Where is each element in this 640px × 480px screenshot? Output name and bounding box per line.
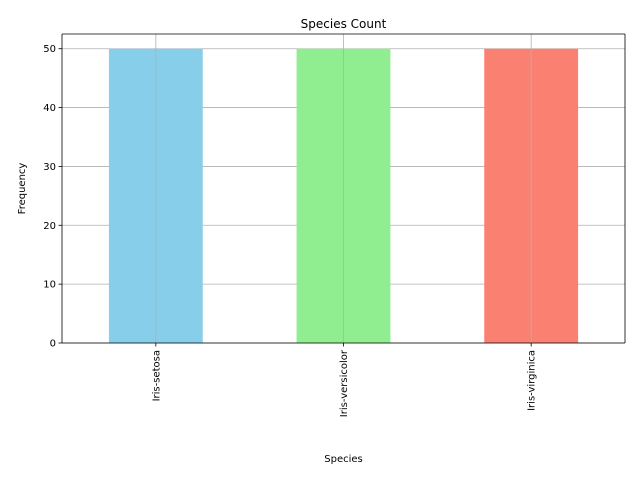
y-tick-label: 0	[50, 339, 56, 350]
y-tick-label: 30	[43, 162, 56, 173]
y-tick-label: 20	[43, 221, 56, 232]
y-axis-ticks: 0 10 20 30 40 50	[43, 44, 62, 350]
x-tick-label: Iris-versicolor	[339, 349, 350, 417]
chart-title: Species Count	[301, 17, 387, 31]
y-tick-label: 50	[43, 44, 56, 55]
x-tick-label: Iris-virginica	[527, 350, 538, 411]
x-axis-label: Species	[324, 454, 363, 465]
y-tick-label: 10	[43, 280, 56, 291]
y-tick-label: 40	[43, 103, 56, 114]
x-tick-label: Iris-setosa	[151, 350, 162, 401]
x-grid	[155, 34, 532, 343]
y-axis-label: Frequency	[17, 163, 28, 215]
x-axis-ticks: Iris-setosa Iris-versicolor Iris-virginica	[151, 343, 538, 417]
